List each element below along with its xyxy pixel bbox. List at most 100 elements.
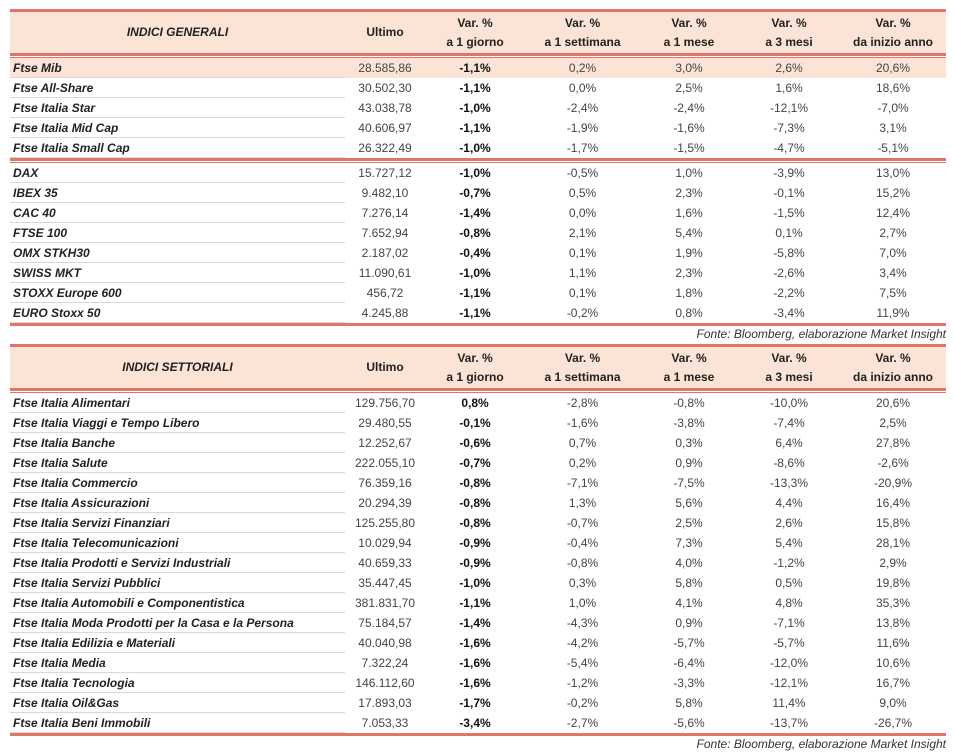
index-name: Ftse Italia Mid Cap <box>10 118 345 138</box>
change-1d: 0,8% <box>461 396 489 410</box>
change-1w: 0,1% <box>568 286 597 300</box>
change-3m: 4,8% <box>775 596 803 610</box>
change-ytd: 2,5% <box>879 416 907 430</box>
change-3m: -4,7% <box>773 141 805 155</box>
change-3m: -7,1% <box>773 616 805 630</box>
change-1w: 1,0% <box>568 596 597 610</box>
change-1w: -2,7% <box>566 716 599 730</box>
header-var-label: Var. % <box>671 350 707 365</box>
index-name: Ftse All-Share <box>10 78 345 98</box>
table-row: Ftse Italia Mid Cap 40.606,97 -1,1% -1,9% -1… <box>10 118 946 138</box>
change-1d: -0,8% <box>459 496 491 510</box>
index-name: EURO Stoxx 50 <box>10 303 345 323</box>
last-value: 43.038,78 <box>358 101 412 115</box>
last-value: 76.359,16 <box>358 476 412 490</box>
index-name: Ftse Italia Servizi Finanziari <box>10 513 345 533</box>
index-name: Ftse Italia Star <box>10 98 345 118</box>
change-1d: -1,0% <box>459 101 491 115</box>
change-1d: -1,1% <box>459 306 491 320</box>
change-ytd: 7,5% <box>879 286 907 300</box>
change-3m: 0,5% <box>775 576 803 590</box>
change-1d: -0,8% <box>459 476 491 490</box>
last-value: 9.482,10 <box>361 186 409 200</box>
change-1m: -3,3% <box>673 676 705 690</box>
index-name: FTSE 100 <box>10 223 345 243</box>
change-1w: 1,3% <box>568 496 597 510</box>
last-value: 28.585,86 <box>358 61 412 75</box>
change-3m: 0,1% <box>775 226 803 240</box>
last-value: 129.756,70 <box>354 396 416 410</box>
table-row: Ftse Italia Automobili e Componentistica… <box>10 593 946 613</box>
table-row: STOXX Europe 600 456,72 -1,1% 0,1% 1,8% -2,2%… <box>10 283 946 303</box>
sector-source-note: Fonte: Bloomberg, elaborazione Market In… <box>696 737 946 751</box>
change-3m: -10,0% <box>769 396 809 410</box>
last-value: 2.187,02 <box>361 246 409 260</box>
change-ytd: 2,9% <box>879 556 907 570</box>
change-ytd: -2,6% <box>877 456 909 470</box>
change-1w: -0,8% <box>566 556 599 570</box>
change-3m: -1,2% <box>773 556 805 570</box>
header-var-label: Var. % <box>875 15 911 30</box>
header-var-label: Var. % <box>564 15 601 30</box>
table-bottom-border <box>10 323 946 326</box>
change-ytd: 16,7% <box>875 676 911 690</box>
last-value: 35.447,45 <box>358 576 412 590</box>
change-1m: 5,4% <box>675 226 703 240</box>
change-3m: -2,2% <box>773 286 805 300</box>
change-1w: 1,1% <box>568 266 597 280</box>
change-1m: 7,3% <box>675 536 703 550</box>
table-row: Ftse Italia Banche 12.252,67 -0,6% 0,7% 0,3%… <box>10 433 946 453</box>
table-row: Ftse Italia Alimentari 129.756,70 0,8% -2,8… <box>10 393 946 413</box>
index-name: Ftse Italia Salute <box>10 453 345 473</box>
table-row: Ftse Italia Star 43.038,78 -1,0% -2,4% -2,4%… <box>10 98 946 118</box>
index-name: Ftse Italia Tecnologia <box>10 673 345 693</box>
index-name: Ftse Italia Commercio <box>10 473 345 493</box>
table-row: EURO Stoxx 50 4.245,88 -1,1% -0,2% 0,8% -3,4%… <box>10 303 946 323</box>
last-value: 75.184,57 <box>358 616 412 630</box>
change-3m: -1,5% <box>773 206 805 220</box>
header-title: INDICI SETTORIALI <box>122 360 233 374</box>
header-ultimo: Ultimo <box>366 360 404 374</box>
change-1m: -1,6% <box>673 121 705 135</box>
change-1d: -1,1% <box>459 121 491 135</box>
change-3m: -7,4% <box>773 416 805 430</box>
change-1w: -1,6% <box>566 416 599 430</box>
header-w1: Var. % a 1 settimana <box>525 14 640 52</box>
change-3m: -3,9% <box>773 166 805 180</box>
table-header: INDICI GENERALI Ultimo Var. % a 1 giorno Var… <box>10 9 946 53</box>
header-period-label: a 3 mesi <box>765 34 813 49</box>
last-value: 40.659,33 <box>358 556 412 570</box>
change-ytd: 2,7% <box>879 226 907 240</box>
change-3m: 11,4% <box>772 696 806 710</box>
change-1w: -7,1% <box>566 476 599 490</box>
index-name: Ftse Italia Viaggi e Tempo Libero <box>10 413 345 433</box>
change-1d: -3,4% <box>459 716 491 730</box>
index-name: Ftse Italia Moda Prodotti per la Casa e … <box>10 613 345 633</box>
change-3m: -3,4% <box>773 306 805 320</box>
index-name: Ftse Italia Oil&Gas <box>10 693 345 713</box>
table-row: Ftse Italia Tecnologia 146.112,60 -1,6% -1,… <box>10 673 946 693</box>
table-row: Ftse Italia Viaggi e Tempo Libero 29.480,… <box>10 413 946 433</box>
table-row: Ftse Mib 28.585,86 -1,1% 0,2% 3,0% 2,6% 20,6% <box>10 58 946 78</box>
table-row: Ftse Italia Servizi Finanziari 125.255,80… <box>10 513 946 533</box>
change-3m: -5,8% <box>773 246 805 260</box>
change-3m: 2,6% <box>775 516 803 530</box>
change-1m: 1,0% <box>675 166 703 180</box>
change-3m: -7,3% <box>773 121 805 135</box>
change-1w: 0,1% <box>568 246 597 260</box>
index-name: CAC 40 <box>10 203 345 223</box>
header-ytd: Var. % da inizio anno <box>840 14 946 52</box>
index-name: Ftse Italia Assicurazioni <box>10 493 345 513</box>
index-name: STOXX Europe 600 <box>10 283 345 303</box>
change-3m: 2,6% <box>775 61 803 75</box>
change-1d: -1,4% <box>459 616 491 630</box>
table-row: Ftse Italia Small Cap 26.322,49 -1,0% -1,7%… <box>10 138 946 158</box>
change-1w: -1,7% <box>566 141 599 155</box>
last-value: 26.322,49 <box>358 141 412 155</box>
change-1m: 0,9% <box>675 456 703 470</box>
last-value: 381.831,70 <box>354 596 416 610</box>
header-var-label: Var. % <box>671 15 707 30</box>
change-3m: -0,1% <box>773 186 805 200</box>
change-1m: 2,3% <box>675 266 703 280</box>
header-m1: Var. % a 1 mese <box>640 349 738 387</box>
